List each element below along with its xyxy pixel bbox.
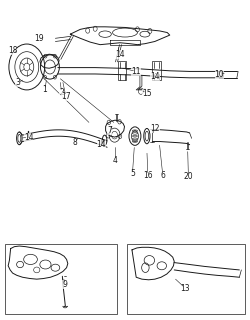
Text: 3: 3 bbox=[15, 78, 20, 87]
Text: 16: 16 bbox=[143, 171, 153, 180]
Bar bbox=[152, 61, 161, 80]
Bar bbox=[5, 244, 116, 314]
Text: 9: 9 bbox=[62, 280, 67, 289]
Text: 14: 14 bbox=[96, 140, 106, 149]
Text: 7: 7 bbox=[107, 126, 112, 135]
Text: 6: 6 bbox=[160, 171, 165, 180]
Text: 13: 13 bbox=[180, 284, 190, 292]
Text: 8: 8 bbox=[72, 138, 77, 147]
Bar bbox=[118, 61, 126, 80]
Text: 12: 12 bbox=[150, 124, 160, 133]
Text: 4: 4 bbox=[113, 156, 118, 165]
Text: 11: 11 bbox=[132, 67, 141, 76]
Text: 1: 1 bbox=[42, 85, 47, 94]
Text: 14: 14 bbox=[24, 132, 33, 141]
Bar bbox=[127, 244, 245, 314]
Text: 5: 5 bbox=[130, 169, 135, 178]
Text: 18: 18 bbox=[8, 45, 18, 55]
Text: 17: 17 bbox=[61, 92, 71, 101]
Text: 19: 19 bbox=[34, 34, 44, 43]
Text: 15: 15 bbox=[142, 89, 152, 98]
Text: 2: 2 bbox=[59, 88, 64, 97]
Text: 14: 14 bbox=[150, 72, 160, 81]
Text: 20: 20 bbox=[184, 172, 193, 181]
Text: 14: 14 bbox=[115, 50, 124, 59]
Text: 10: 10 bbox=[215, 70, 224, 79]
